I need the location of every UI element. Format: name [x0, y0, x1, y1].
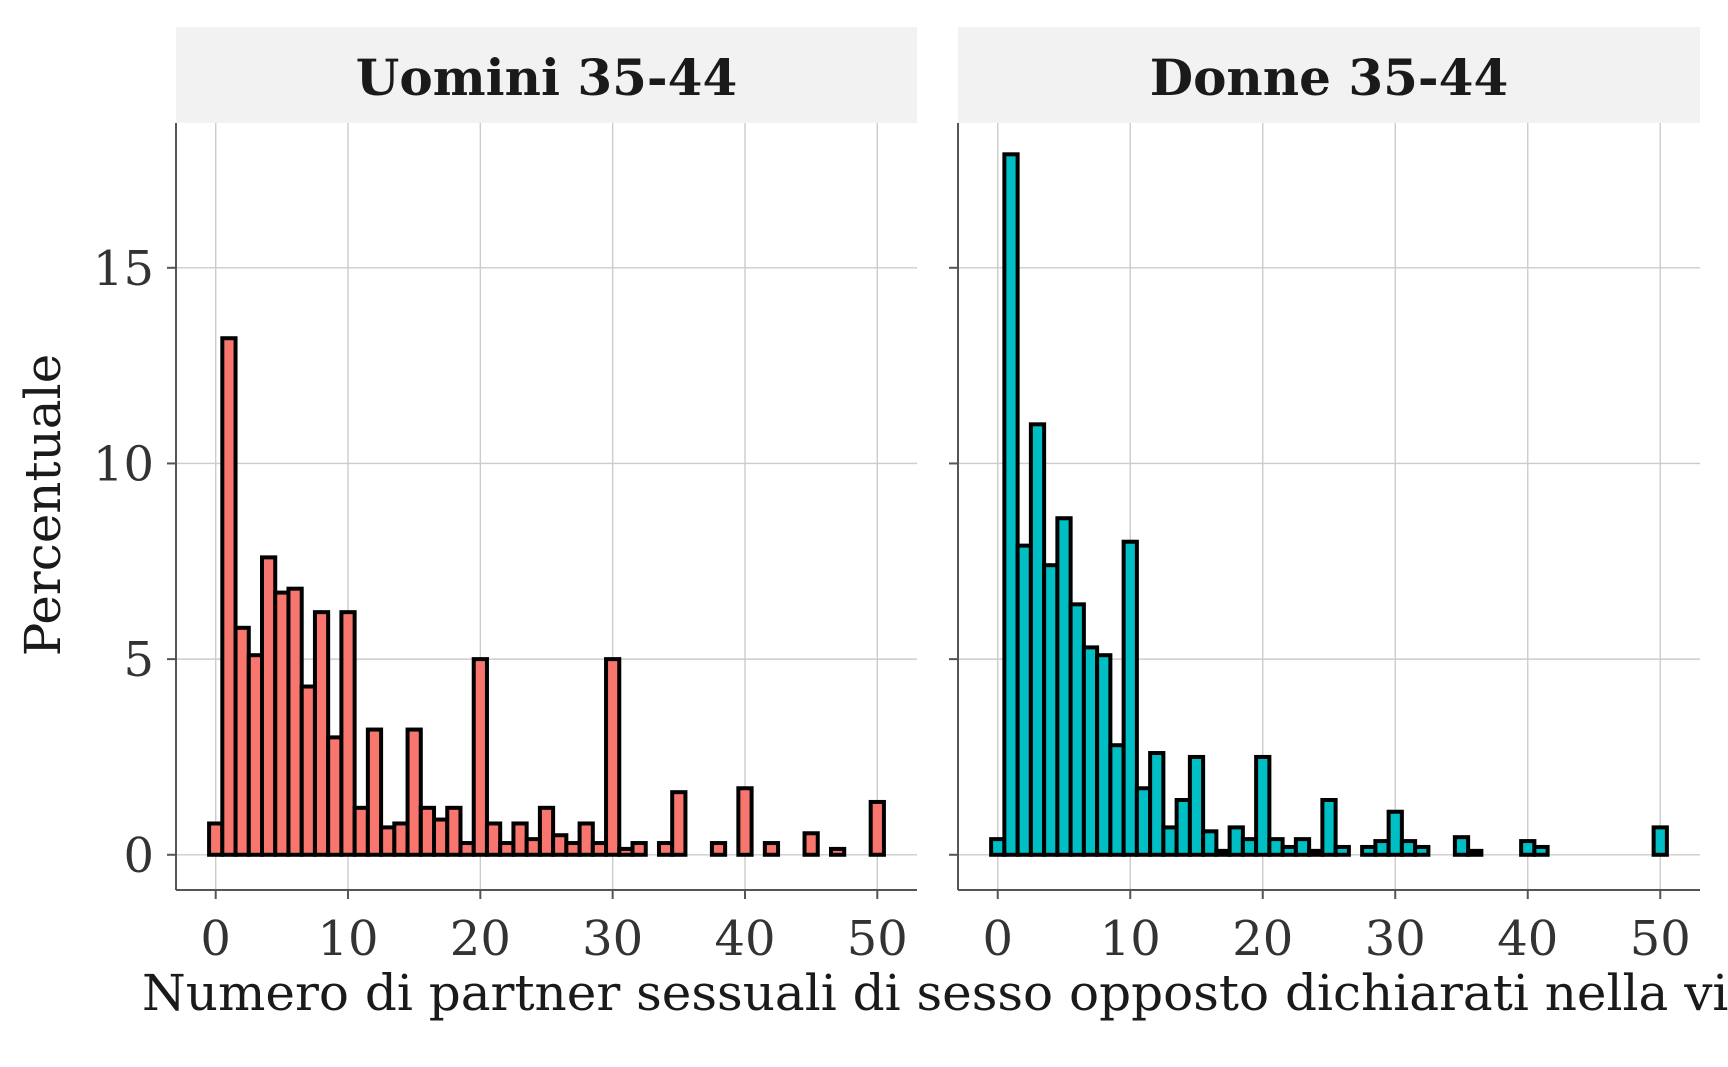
facet-title: Uomini 35-44 — [356, 48, 738, 107]
histogram-bar — [312, 610, 331, 857]
histogram-bar — [220, 336, 238, 857]
histogram-bar — [736, 786, 754, 857]
histogram-bar — [1187, 754, 1206, 857]
histogram-bar — [484, 821, 503, 857]
histogram-bar — [1333, 844, 1351, 857]
histogram-bar — [1320, 797, 1338, 857]
x-tick-label: 40 — [1497, 911, 1558, 967]
histogram-bar — [1002, 152, 1020, 857]
x-tick-label: 30 — [1365, 911, 1426, 967]
histogram-bar — [1386, 809, 1404, 857]
x-tick-label: 20 — [1232, 911, 1293, 967]
histogram-bar — [802, 831, 820, 857]
histogram-bar — [339, 610, 357, 857]
x-tick-label: 40 — [714, 911, 775, 967]
histogram-bar — [1148, 751, 1166, 857]
x-tick-label: 0 — [200, 911, 231, 967]
histogram-bar — [1651, 825, 1669, 857]
x-tick-label: 30 — [582, 911, 643, 967]
x-tick-label: 0 — [982, 911, 1013, 967]
y-tick-label: 5 — [123, 632, 154, 688]
histogram-bar — [1293, 837, 1312, 857]
histogram-bar — [868, 799, 886, 857]
histogram-bar — [828, 846, 847, 857]
histogram-bar — [709, 841, 728, 857]
histogram-bar — [471, 657, 489, 857]
histogram-bar — [604, 657, 622, 857]
y-tick-label: 0 — [123, 828, 154, 884]
x-tick-label: 50 — [847, 911, 908, 967]
facet-title: Donne 35-44 — [1150, 48, 1509, 107]
histogram-bar — [1201, 829, 1219, 857]
histogram-bar — [537, 805, 556, 857]
panel-1: Uomini 35-44 0 10 20 30 40 50 0 5 10 15 — [93, 27, 917, 967]
x-tick-label: 50 — [1630, 911, 1691, 967]
histogram-bar — [1452, 835, 1471, 857]
histogram-bar — [445, 805, 463, 857]
histogram-bar — [405, 727, 423, 857]
histogram-bar — [670, 790, 688, 857]
y-tick-label: 10 — [93, 436, 154, 492]
y-tick-label: 15 — [93, 241, 154, 297]
x-tick-label: 10 — [317, 911, 378, 967]
histogram-bar — [577, 821, 595, 857]
y-axis-title: Percentuale — [14, 354, 72, 656]
histogram-bar — [365, 727, 384, 857]
histogram-bar — [762, 841, 781, 857]
x-axis-title: Numero di partner sessuali di sesso oppo… — [142, 964, 1728, 1022]
histogram-bar — [630, 841, 648, 857]
x-tick-label: 10 — [1100, 911, 1161, 967]
histogram-bar — [1466, 848, 1484, 857]
panels: Uomini 35-44 0 10 20 30 40 50 0 5 10 15 Donne 35-44… — [93, 27, 1700, 967]
x-tick-label: 20 — [450, 911, 511, 967]
facet-strip — [176, 27, 917, 123]
facet-strip — [958, 27, 1700, 123]
histogram-bar — [1413, 844, 1431, 857]
histogram-bar — [1532, 844, 1550, 857]
panel-2: Donne 35-44 0 10 20 30 40 50 — [949, 27, 1700, 967]
histogram-bar — [1121, 539, 1139, 857]
histogram-bar — [1254, 754, 1272, 857]
